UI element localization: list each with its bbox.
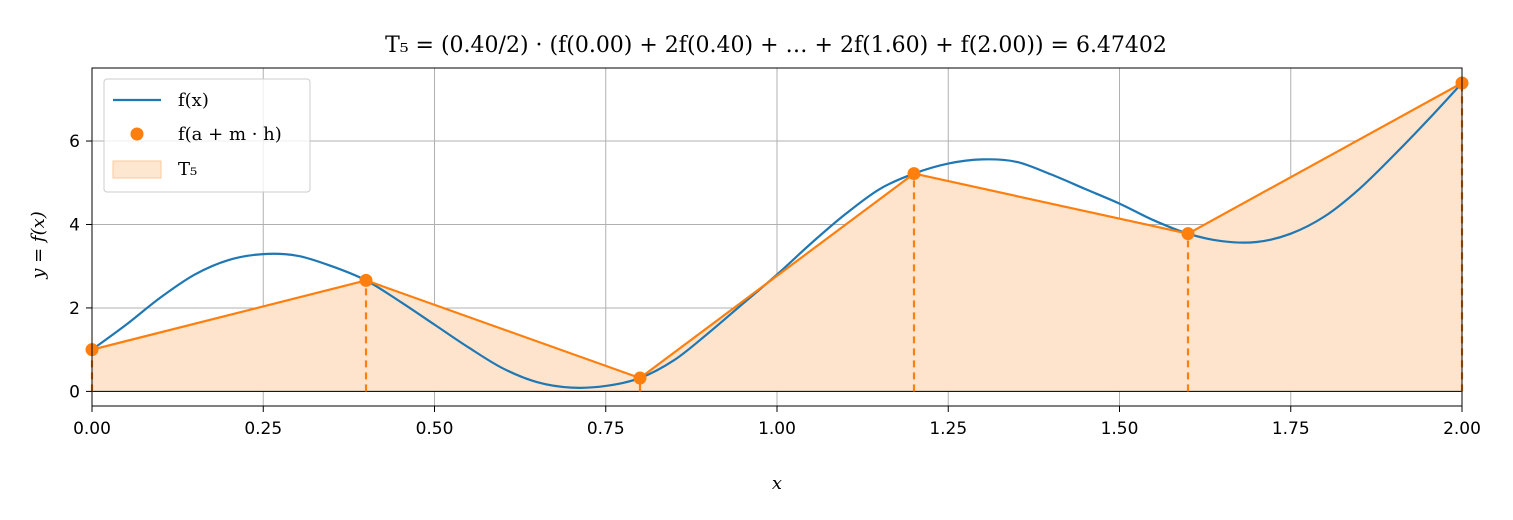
legend-swatch-area xyxy=(112,160,162,179)
legend-label-area: T₅ xyxy=(178,159,197,180)
x-tick-label: 0.50 xyxy=(416,419,454,439)
x-axis-label: x xyxy=(772,473,782,494)
x-tick-label: 1.50 xyxy=(1101,419,1139,439)
sample-point xyxy=(1181,227,1195,241)
plot-frame xyxy=(91,67,1463,407)
trapezoid-top-line xyxy=(91,82,1463,380)
sample-point xyxy=(633,371,647,385)
legend-label-points: f(a + m · h) xyxy=(178,124,282,145)
x-tick-label: 1.75 xyxy=(1272,419,1310,439)
x-tick-label: 2.00 xyxy=(1443,419,1481,439)
trapezoid-fill xyxy=(92,83,1462,392)
x-tick-label: 0.75 xyxy=(587,419,625,439)
x-tick-label: 0.25 xyxy=(244,419,282,439)
y-tick-label: 6 xyxy=(69,132,80,152)
x-tick-label: 0.00 xyxy=(73,419,111,439)
legend-swatch-point xyxy=(130,127,144,141)
axis-ticks: 0.00 0.25 0.50 0.75 1.00 1.25 1.50 1.75 2.00 0 2 4 6 xyxy=(69,132,1481,439)
x-tick-label: 1.00 xyxy=(758,419,796,439)
y-tick-label: 0 xyxy=(69,382,80,402)
y-tick-label: 4 xyxy=(69,215,80,235)
y-axis-label: y = f(x) xyxy=(28,211,49,280)
chart-title: T₅ = (0.40/2) · (f(0.00) + 2f(0.40) + … … xyxy=(385,33,1167,58)
x-tick-label: 1.25 xyxy=(929,419,967,439)
sample-point xyxy=(359,273,373,287)
legend-label-f: f(x) xyxy=(178,90,209,111)
y-tick-label: 2 xyxy=(69,299,80,319)
sample-point xyxy=(907,167,921,181)
legend: f(x) f(a + m · h) T₅ xyxy=(103,78,311,193)
